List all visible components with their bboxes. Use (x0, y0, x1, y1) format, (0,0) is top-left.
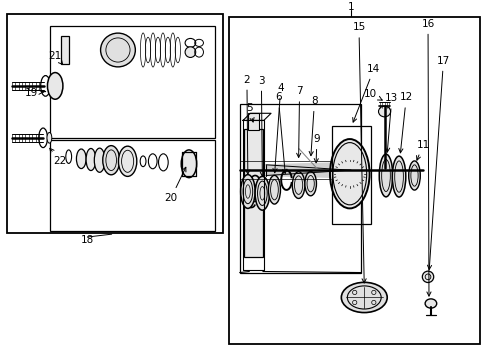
Text: 3: 3 (258, 76, 264, 176)
Polygon shape (265, 163, 350, 177)
Ellipse shape (118, 146, 137, 176)
Text: 11: 11 (416, 140, 429, 160)
Text: 20: 20 (164, 167, 185, 203)
Text: 22: 22 (50, 148, 66, 166)
Text: 18: 18 (81, 234, 94, 244)
Ellipse shape (268, 175, 280, 204)
Ellipse shape (76, 149, 86, 168)
Text: 10: 10 (363, 89, 382, 100)
Text: 17: 17 (427, 56, 449, 269)
Ellipse shape (408, 161, 419, 190)
Ellipse shape (341, 282, 386, 312)
Text: 9: 9 (313, 134, 320, 163)
Ellipse shape (378, 106, 390, 117)
Ellipse shape (240, 175, 255, 208)
Text: 13: 13 (385, 93, 398, 152)
Text: 5: 5 (245, 103, 254, 122)
Ellipse shape (245, 185, 261, 202)
Ellipse shape (102, 146, 120, 175)
Text: 12: 12 (398, 92, 412, 153)
Text: 15: 15 (352, 22, 366, 283)
Ellipse shape (292, 172, 304, 198)
Bar (61, 36, 69, 64)
Ellipse shape (94, 148, 105, 172)
Ellipse shape (86, 148, 96, 171)
Text: 14: 14 (352, 64, 380, 122)
Ellipse shape (379, 154, 392, 197)
Text: 7: 7 (296, 86, 302, 157)
Text: 2: 2 (243, 75, 250, 174)
Ellipse shape (329, 139, 369, 208)
Bar (50, 26, 214, 138)
Bar (332, 126, 370, 224)
Ellipse shape (47, 73, 63, 99)
Text: 16: 16 (421, 19, 434, 296)
Ellipse shape (181, 150, 196, 177)
Text: 21: 21 (48, 51, 62, 64)
Text: 6: 6 (274, 92, 286, 174)
Ellipse shape (185, 47, 195, 58)
Text: 4: 4 (272, 83, 284, 173)
Circle shape (422, 271, 433, 283)
Ellipse shape (304, 172, 316, 196)
Bar (243, 129, 263, 257)
Bar (247, 113, 258, 130)
Bar (239, 104, 361, 273)
Ellipse shape (47, 132, 52, 143)
Text: 8: 8 (308, 96, 317, 156)
Ellipse shape (101, 33, 135, 67)
Ellipse shape (255, 176, 269, 210)
Bar (50, 140, 214, 231)
Ellipse shape (424, 299, 436, 308)
Bar (7, 14, 223, 233)
Ellipse shape (391, 156, 405, 197)
Text: 19: 19 (24, 88, 43, 98)
Text: 1: 1 (347, 2, 353, 12)
Bar (228, 17, 479, 344)
